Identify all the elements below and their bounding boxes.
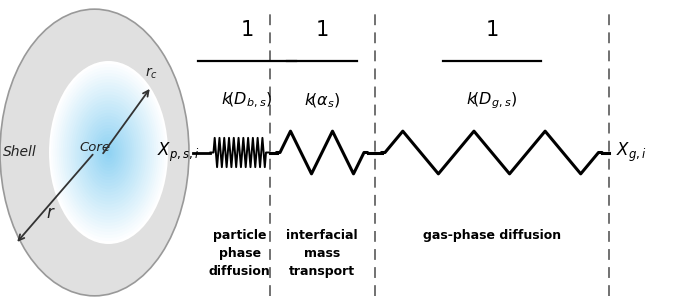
Ellipse shape bbox=[53, 67, 164, 238]
Text: interfacial
mass
transport: interfacial mass transport bbox=[286, 229, 358, 278]
Ellipse shape bbox=[94, 131, 122, 174]
Ellipse shape bbox=[59, 76, 158, 229]
Ellipse shape bbox=[71, 95, 146, 210]
Text: $X_{g,i}$: $X_{g,i}$ bbox=[616, 141, 647, 164]
Ellipse shape bbox=[66, 88, 150, 217]
Ellipse shape bbox=[101, 140, 116, 165]
Ellipse shape bbox=[102, 143, 115, 162]
Text: Core: Core bbox=[79, 142, 110, 154]
Text: $1$: $1$ bbox=[485, 20, 498, 41]
Ellipse shape bbox=[69, 92, 148, 214]
Ellipse shape bbox=[90, 125, 126, 180]
Ellipse shape bbox=[78, 107, 139, 198]
Text: $r_c$: $r_c$ bbox=[145, 66, 158, 81]
Ellipse shape bbox=[85, 116, 132, 189]
Ellipse shape bbox=[61, 79, 156, 226]
Text: $1$: $1$ bbox=[240, 20, 253, 41]
Text: particle
phase
diffusion: particle phase diffusion bbox=[209, 229, 271, 278]
Ellipse shape bbox=[89, 122, 128, 183]
Text: $k\!\left(D_{g,s}\right)$: $k\!\left(D_{g,s}\right)$ bbox=[466, 90, 517, 111]
Ellipse shape bbox=[65, 85, 152, 220]
Ellipse shape bbox=[80, 110, 136, 195]
Text: $X_{p,s,i}$: $X_{p,s,i}$ bbox=[158, 141, 199, 164]
Ellipse shape bbox=[57, 73, 160, 232]
Ellipse shape bbox=[51, 64, 166, 241]
Ellipse shape bbox=[77, 104, 140, 201]
Ellipse shape bbox=[87, 119, 130, 186]
Ellipse shape bbox=[92, 128, 125, 177]
Ellipse shape bbox=[75, 101, 142, 204]
Ellipse shape bbox=[73, 98, 144, 207]
Ellipse shape bbox=[99, 137, 118, 168]
Ellipse shape bbox=[55, 70, 162, 235]
Text: gas-phase diffusion: gas-phase diffusion bbox=[423, 229, 561, 242]
Ellipse shape bbox=[97, 134, 120, 171]
Ellipse shape bbox=[63, 82, 154, 223]
Ellipse shape bbox=[104, 146, 113, 159]
Text: $k\!\left(D_{b,s}\right)$: $k\!\left(D_{b,s}\right)$ bbox=[221, 91, 272, 110]
Ellipse shape bbox=[83, 113, 134, 192]
Text: $r$: $r$ bbox=[46, 204, 55, 223]
Text: Shell: Shell bbox=[3, 145, 36, 160]
Ellipse shape bbox=[0, 9, 189, 296]
Text: $1$: $1$ bbox=[315, 20, 329, 41]
Ellipse shape bbox=[106, 149, 111, 156]
Ellipse shape bbox=[49, 61, 168, 244]
Text: $k\!\left(\alpha_{s}\right)$: $k\!\left(\alpha_{s}\right)$ bbox=[304, 92, 340, 110]
